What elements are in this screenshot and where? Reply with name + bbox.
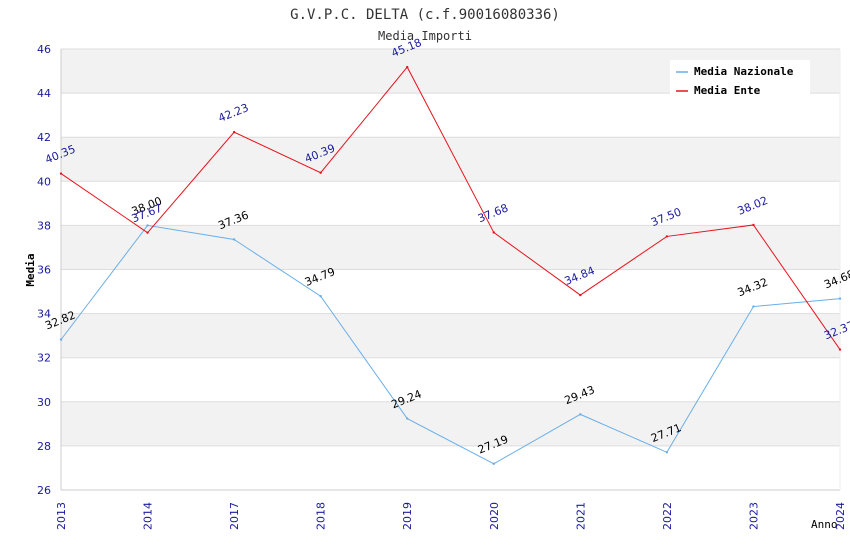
legend-label-media-ente: Media Ente [694, 84, 761, 97]
data-point [579, 413, 582, 416]
x-tick-label: 2024 [834, 502, 847, 530]
x-tick-label: 2017 [228, 502, 241, 530]
data-point [665, 235, 669, 238]
band-28 [61, 401, 840, 446]
y-tick-label: 28 [37, 440, 51, 453]
x-tick-label: 2018 [315, 502, 328, 530]
background-bands [61, 49, 840, 446]
chart-subtitle: Media Importi [378, 29, 472, 43]
data-point [146, 224, 149, 227]
x-tick-label: 2014 [142, 502, 155, 530]
data-point [319, 294, 322, 298]
data-point [59, 338, 63, 341]
data-label: 42.23 [216, 101, 250, 125]
y-tick-label: 42 [37, 131, 51, 144]
data-point [492, 231, 495, 234]
data-point [406, 65, 409, 69]
data-point [232, 130, 236, 134]
y-axis-ticks: 26 28 30 32 34 36 38 40 42 44 46 [37, 43, 51, 497]
y-tick-label: 36 [37, 264, 51, 277]
x-tick-label: 2021 [574, 502, 587, 530]
x-axis-label: Anno [811, 518, 838, 531]
data-point [146, 231, 149, 234]
data-point [492, 462, 495, 465]
x-axis-ticks: 2013 2014 2017 2018 2019 2020 2021 2022 2023 2024 [55, 502, 847, 530]
data-point [752, 305, 755, 308]
data-label: 34.32 [736, 275, 770, 299]
y-tick-label: 30 [37, 396, 51, 409]
data-point [579, 293, 582, 297]
data-point [406, 417, 409, 420]
chart-title: G.V.P.C. DELTA (c.f.90016080336) [290, 7, 560, 23]
data-point [232, 238, 236, 241]
data-point [838, 297, 842, 300]
data-point [665, 451, 669, 454]
data-point [59, 172, 63, 175]
series-line [60, 66, 841, 350]
data-label: 37.68 [476, 201, 510, 225]
y-tick-label: 44 [37, 87, 51, 100]
data-label: 34.68 [822, 268, 850, 292]
y-tick-label: 38 [37, 219, 51, 232]
band-32 [61, 313, 840, 358]
band-36 [61, 225, 840, 270]
y-axis-label: Media [24, 253, 37, 286]
data-label: 38.02 [736, 194, 770, 218]
x-tick-label: 2022 [661, 502, 674, 530]
band-40 [61, 137, 840, 182]
legend-label-media-nazionale: Media Nazionale [694, 65, 794, 78]
x-tick-label: 2013 [55, 502, 68, 530]
y-tick-label: 32 [37, 352, 51, 365]
y-tick-label: 40 [37, 175, 51, 188]
data-point [838, 348, 842, 351]
x-tick-label: 2019 [401, 502, 414, 530]
data-point [752, 223, 755, 227]
x-tick-label: 2023 [747, 502, 760, 530]
y-tick-label: 46 [37, 43, 51, 56]
series-line [60, 224, 841, 465]
y-tick-label: 26 [37, 484, 51, 497]
legend-box [670, 60, 810, 98]
x-tick-label: 2020 [488, 502, 501, 530]
y-tick-label: 34 [37, 308, 51, 321]
legend: Media Nazionale Media Ente [670, 60, 810, 98]
data-point [319, 171, 322, 174]
